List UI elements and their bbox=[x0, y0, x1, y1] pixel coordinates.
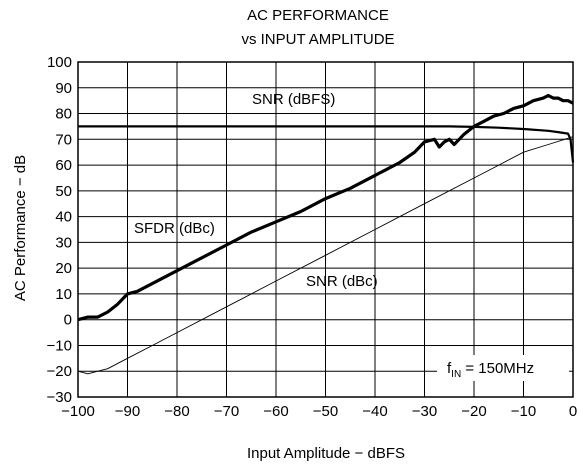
y-tick-label: 10 bbox=[55, 286, 72, 303]
series-sfdr-dbc bbox=[77, 93, 574, 322]
y-tick-label: 60 bbox=[55, 157, 72, 174]
y-tick-label: 50 bbox=[55, 183, 72, 200]
y-tick-label: 70 bbox=[55, 131, 72, 148]
y-tick-label: 100 bbox=[47, 54, 72, 71]
x-tick-label: −30 bbox=[412, 403, 437, 420]
x-tick-label: −80 bbox=[164, 403, 189, 420]
chart-title-line1: AC PERFORMANCE bbox=[247, 7, 389, 24]
plot-frame bbox=[77, 61, 574, 398]
y-axis-label: AC Performance − dB bbox=[12, 155, 29, 301]
series-snr-dbfs bbox=[78, 125, 575, 163]
x-tick-label: −40 bbox=[362, 403, 387, 420]
x-tick-label: 0 bbox=[569, 403, 577, 420]
x-axis-label: Input Amplitude − dBFS bbox=[247, 445, 405, 462]
y-tick-label: −20 bbox=[47, 363, 72, 380]
y-tick-label: 90 bbox=[55, 80, 72, 97]
label-sfdr-dbc: SFDR (dBc) bbox=[134, 220, 215, 237]
x-tick-label: −10 bbox=[511, 403, 536, 420]
y-tick-label: 30 bbox=[55, 234, 72, 251]
annotation-background bbox=[437, 355, 569, 381]
x-tick-label: −20 bbox=[461, 403, 486, 420]
label-snr-dbc: SNR (dBc) bbox=[306, 273, 378, 290]
chart-title-line2: vs INPUT AMPLITUDE bbox=[241, 31, 394, 48]
x-tick-label: −50 bbox=[313, 403, 338, 420]
y-tick-label: 80 bbox=[55, 106, 72, 123]
series-lines bbox=[77, 93, 575, 375]
label-snr-dbfs: SNR (dBFS) bbox=[252, 91, 335, 108]
x-tick-label: −70 bbox=[214, 403, 239, 420]
y-tick-label: 20 bbox=[55, 260, 72, 277]
x-tick-label: −90 bbox=[115, 403, 140, 420]
series-snr-dbc bbox=[77, 136, 574, 375]
y-tick-label: −30 bbox=[47, 389, 72, 406]
x-tick-labels: −100 −90 −80 −70 −60 −50 −40 −30 −20 −10 0 bbox=[61, 403, 577, 420]
y-tick-label: 0 bbox=[64, 312, 72, 329]
annotation-fin: fIN = 150MHz bbox=[447, 360, 534, 380]
y-tick-label: 40 bbox=[55, 209, 72, 226]
y-tick-label: −10 bbox=[47, 337, 72, 354]
x-tick-label: −60 bbox=[263, 403, 288, 420]
x-tick-label: −100 bbox=[61, 403, 95, 420]
y-tick-labels: −30 −20 −10 0 10 20 30 40 50 60 70 80 90 100 bbox=[47, 54, 72, 406]
